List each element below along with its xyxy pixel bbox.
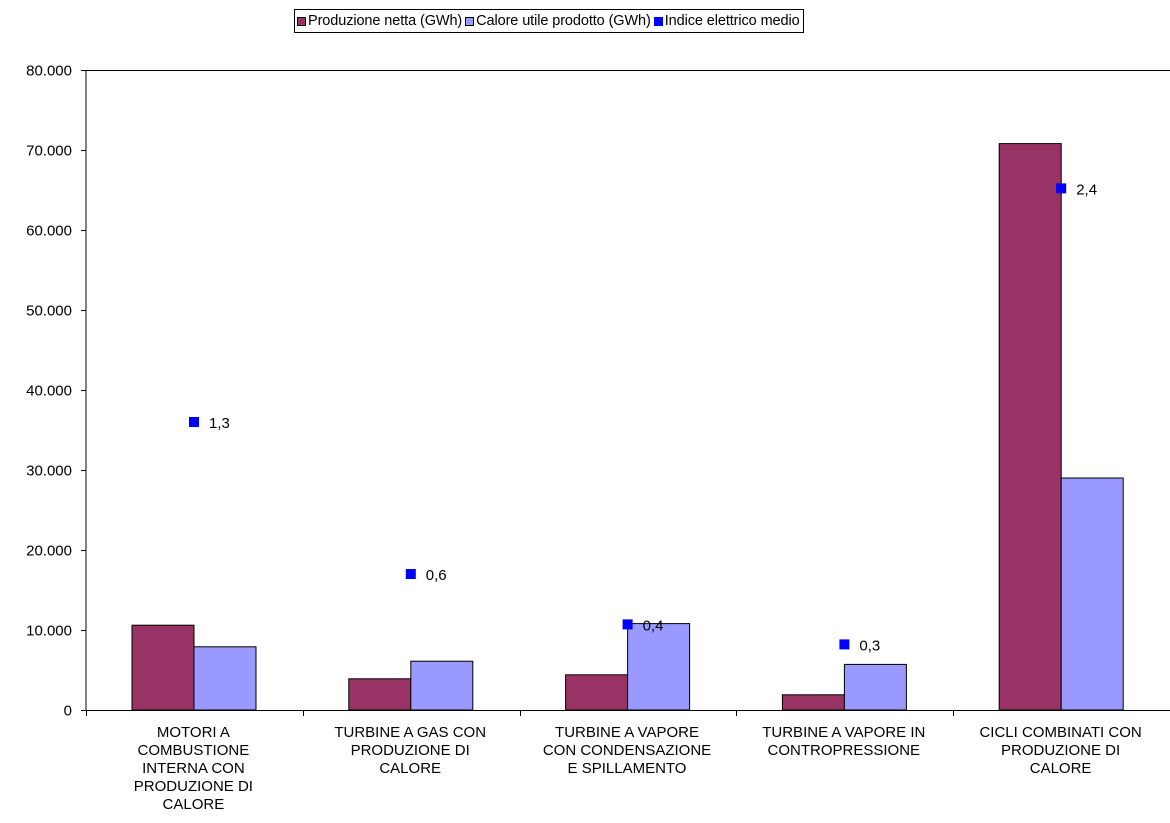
y-tick-label: 50.000	[26, 303, 72, 320]
legend-item-produzione-netta: Produzione netta (GWh)	[297, 13, 462, 29]
legend-label-calore-utile: Calore utile prodotto (GWh)	[476, 13, 651, 29]
x-category-label: CICLI COMBINATI CON PRODUZIONE DI CALORE	[979, 724, 1141, 777]
bar-produzione-netta	[565, 674, 629, 711]
x-category-label: MOTORI A COMBUSTIONE INTERNA CON PRODUZIONE…	[134, 724, 253, 813]
y-tick-label: 60.000	[26, 223, 72, 240]
x-category-label: TURBINE A VAPORE CON CONDENSAZIONE E SPILL…	[543, 724, 711, 777]
legend-swatch-produzione-netta	[297, 16, 306, 26]
bar-calore-utile	[410, 660, 474, 711]
x-category-label: TURBINE A GAS CON PRODUZIONE DI CALORE	[334, 724, 486, 777]
legend-item-calore-utile: Calore utile prodotto (GWh)	[465, 13, 651, 29]
marker-indice-elettrico	[189, 417, 199, 427]
y-tick-label: 0	[64, 703, 72, 720]
bar-calore-utile	[627, 623, 691, 711]
bar-produzione-netta	[998, 143, 1062, 711]
data-label-indice-elettrico: 0,4	[643, 617, 664, 634]
bar-calore-utile	[1060, 477, 1124, 711]
bar-calore-utile	[843, 663, 907, 711]
marker-indice-elettrico	[839, 639, 850, 650]
data-label-indice-elettrico: 1,3	[209, 415, 230, 432]
y-tick-label: 70.000	[26, 143, 72, 160]
bar-produzione-netta	[781, 694, 845, 711]
y-tick-label: 40.000	[26, 383, 72, 400]
legend-swatch-indice-elettrico	[653, 16, 663, 26]
bar-calore-utile	[193, 646, 257, 711]
y-tick-label: 20.000	[26, 543, 72, 560]
legend-swatch-calore-utile	[465, 16, 475, 26]
legend-item-indice-elettrico: Indice elettrico medio	[653, 13, 800, 29]
y-tick-label: 10.000	[26, 623, 72, 640]
marker-indice-elettrico	[622, 619, 633, 630]
data-label-indice-elettrico: 0,3	[859, 637, 880, 654]
marker-indice-elettrico	[1056, 183, 1067, 194]
data-label-indice-elettrico: 0,6	[426, 567, 447, 584]
marker-indice-elettrico	[405, 569, 416, 579]
data-label-indice-elettrico: 2,4	[1076, 181, 1097, 198]
legend-label-indice-elettrico: Indice elettrico medio	[664, 13, 800, 29]
bar-produzione-netta	[348, 678, 412, 711]
y-tick-label: 30.000	[26, 463, 72, 480]
bar-produzione-netta	[131, 624, 195, 711]
y-tick-label: 80.000	[26, 63, 72, 80]
x-category-label: TURBINE A VAPORE IN CONTROPRESSIONE	[762, 724, 925, 759]
legend-label-produzione-netta: Produzione netta (GWh)	[308, 13, 463, 29]
legend: Produzione netta (GWh) Calore utile prod…	[294, 9, 804, 33]
